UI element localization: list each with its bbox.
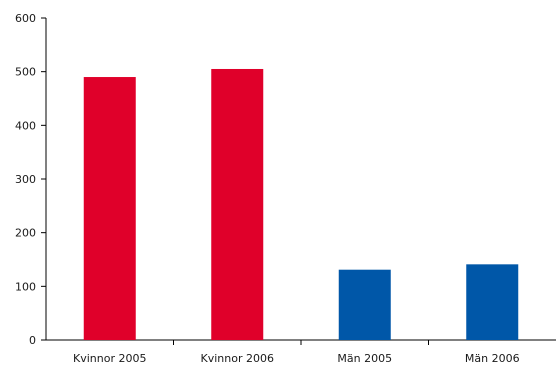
bar-m-n-2006	[466, 264, 519, 340]
y-tick-label: 500	[15, 66, 36, 79]
y-tick-label: 0	[29, 334, 36, 347]
bar-m-n-2005	[338, 269, 391, 340]
y-tick-label: 300	[15, 173, 36, 186]
y-tick-label: 400	[15, 119, 36, 132]
y-axis: 0 100 200 300 400 500 600	[15, 12, 47, 347]
x-category-label: Män 2006	[465, 352, 520, 365]
x-category-label: Kvinnor 2006	[201, 352, 274, 365]
x-category-label: Män 2005	[337, 352, 392, 365]
bar-kvinnor-2005	[83, 77, 136, 341]
x-category-label: Kvinnor 2005	[73, 352, 146, 365]
y-tick-label: 600	[15, 12, 36, 25]
x-axis: Kvinnor 2005 Kvinnor 2006 Män 2005 Män 2006	[46, 339, 556, 365]
y-tick-label: 200	[15, 227, 36, 240]
bar-kvinnor-2006	[211, 68, 264, 340]
bar-series	[83, 68, 519, 341]
y-tick-label: 100	[15, 280, 36, 293]
